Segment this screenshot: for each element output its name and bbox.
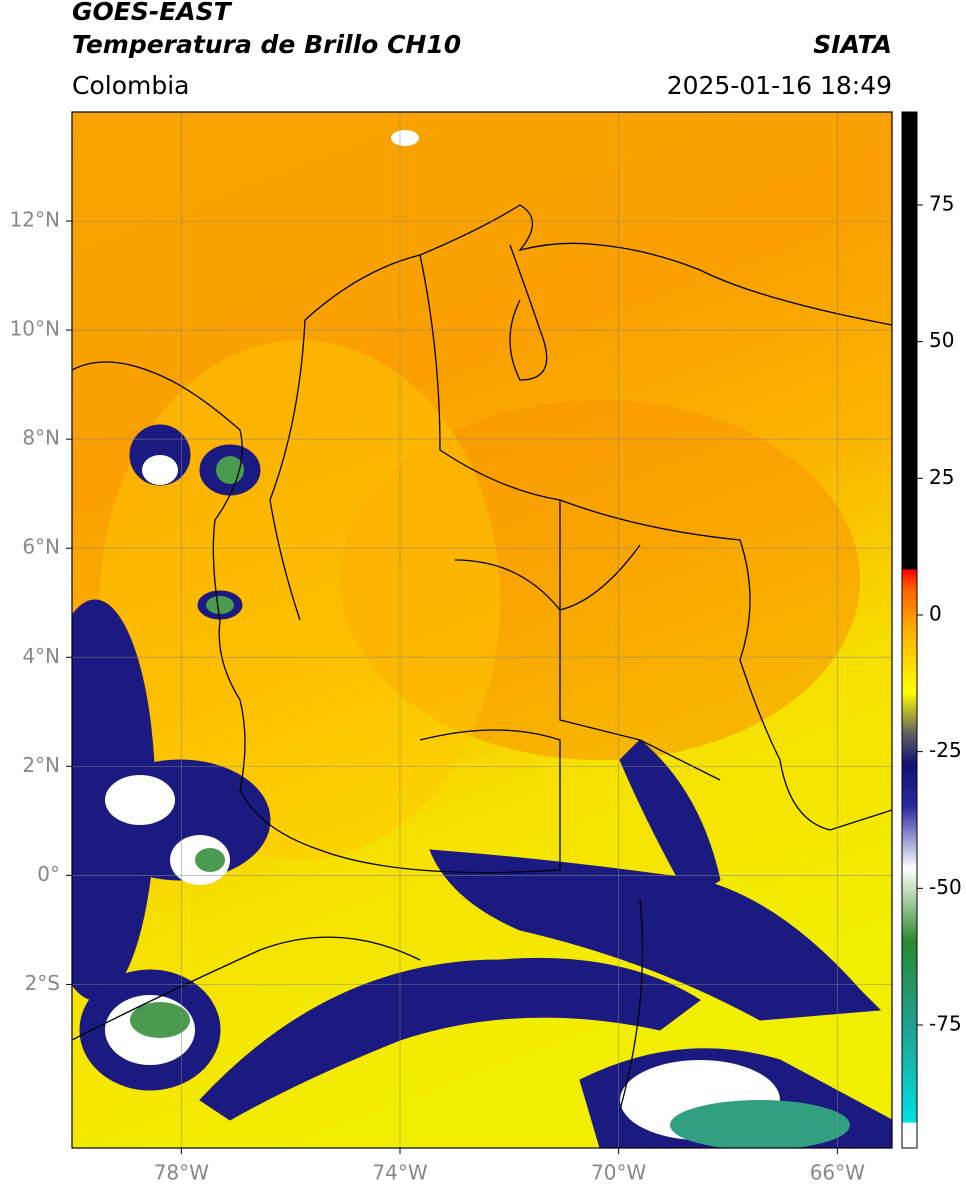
x-tick-label: 66°W xyxy=(810,1161,865,1185)
y-tick-label: 0° xyxy=(37,862,60,886)
y-tick-label: 4°N xyxy=(22,644,60,668)
y-tick-label: 6°N xyxy=(22,535,60,559)
title: GOES-EAST xyxy=(72,0,233,26)
y-tick-label: 12°N xyxy=(10,208,60,232)
y-tick-label: 2°N xyxy=(22,753,60,777)
colorbar xyxy=(901,111,918,1149)
colorbar-tick-label: -25 xyxy=(929,738,962,762)
graticule xyxy=(72,112,892,1148)
colorbar-tick-label: 0 xyxy=(929,601,942,625)
satellite-image xyxy=(72,112,892,1148)
colorbar-tick-label: -50 xyxy=(929,875,962,899)
colorbar-tick-label: 75 xyxy=(929,191,954,215)
region: Colombia xyxy=(72,71,189,100)
map-frame xyxy=(71,111,893,1149)
y-tick-label: 8°N xyxy=(22,426,60,450)
subtitle: Temperatura de Brillo CH10 xyxy=(72,30,461,59)
y-tick-label: 2°S xyxy=(25,971,60,995)
y-tick-label: 10°N xyxy=(10,317,60,341)
x-tick-label: 78°W xyxy=(154,1161,209,1185)
x-tick-label: 70°W xyxy=(591,1161,646,1185)
colorbar-tick-label: 50 xyxy=(929,328,954,352)
x-tick-label: 74°W xyxy=(372,1161,427,1185)
datetime: 2025-01-16 18:49 xyxy=(667,71,892,100)
source: SIATA xyxy=(813,30,892,59)
colorbar-tick-label: -75 xyxy=(929,1011,962,1035)
colorbar-tick-label: 25 xyxy=(929,465,954,489)
